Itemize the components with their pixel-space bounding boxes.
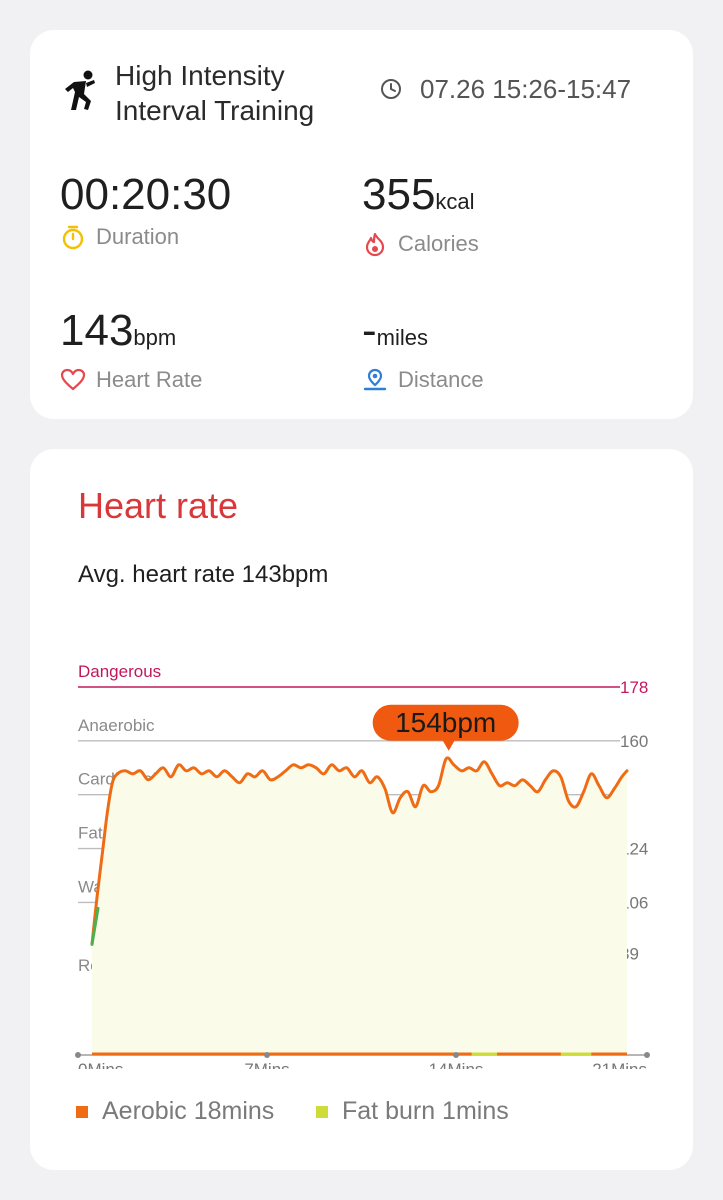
x-tick-dot: [264, 1052, 270, 1058]
y-tick-106: 106: [620, 893, 648, 912]
x-tick-dot: [644, 1052, 650, 1058]
aerobic-swatch: [76, 1105, 88, 1118]
peak-badge: [372, 704, 519, 741]
warm-up-segment: [90, 906, 100, 946]
average-heart-rate: Avg. heart rate 143bpm: [78, 561, 329, 588]
running-person-icon: [65, 70, 95, 110]
zone-label-dangerous: Dangerous: [78, 662, 161, 681]
peak-label: 154bpm: [395, 707, 496, 738]
duration-stat: 00:20:30 Duration: [60, 170, 231, 250]
duration-label: Duration: [96, 224, 180, 249]
distance-stat: -miles Distance: [362, 306, 484, 393]
stopwatch-icon: [62, 225, 84, 250]
heart-rate-title: Heart rate: [78, 485, 239, 526]
distance-value: -: [362, 306, 377, 355]
peak-pointer: [441, 738, 456, 751]
fat-burn-swatch: [316, 1105, 328, 1118]
calories-value: 355: [362, 170, 436, 219]
y-tick-178: 178: [620, 678, 648, 697]
heart-rate-stat: 143bpm Heart Rate: [60, 306, 202, 393]
zone-label-anaerobic: Anaerobic: [78, 716, 155, 735]
heart-icon: [60, 368, 86, 391]
heart-rate-line: [90, 756, 629, 946]
heart-rate-unit: bpm: [133, 325, 177, 350]
legend-aerobic-label: Aerobic 18mins: [102, 1097, 275, 1125]
workout-time-range: 07.26 15:26-15:47: [420, 74, 632, 104]
x-tick-dot: [453, 1052, 459, 1058]
heart-rate-label: Heart Rate: [96, 367, 203, 392]
y-tick-124: 124: [620, 840, 648, 859]
heart-rate-card: Heart rate Avg. heart rate 143bpm Danger…: [30, 449, 693, 1170]
legend-fat-burn-label: Fat burn 1mins: [342, 1097, 509, 1125]
heart-rate-value: 143: [60, 306, 134, 355]
legend-fat-burn: Fat burn 1mins: [316, 1097, 509, 1126]
calories-label: Calories: [398, 231, 479, 256]
legend-aerobic: Aerobic 18mins: [76, 1097, 274, 1126]
clock-icon: [381, 79, 401, 99]
calories-unit: kcal: [435, 189, 475, 214]
x-tick-dot: [75, 1052, 81, 1058]
distance-unit: miles: [376, 325, 428, 350]
heart-rate-area: [92, 758, 627, 1055]
distance-label: Distance: [398, 367, 484, 392]
duration-value: 00:20:30: [60, 170, 232, 219]
x-tick-label: 21Mins: [592, 1060, 647, 1069]
x-tick-label: 7Mins: [244, 1060, 289, 1069]
x-tick-label: 0Mins: [78, 1060, 123, 1069]
calories-stat: 355kcal Calories: [362, 170, 479, 257]
flame-icon: [365, 232, 385, 257]
workout-summary-card: High Intensity Interval Training 07.26 1…: [30, 30, 693, 419]
x-tick-label: 14Mins: [429, 1060, 484, 1069]
location-pin-icon: [363, 368, 387, 391]
workout-title: High Intensity Interval Training: [115, 60, 315, 126]
y-tick-160: 160: [620, 732, 648, 751]
